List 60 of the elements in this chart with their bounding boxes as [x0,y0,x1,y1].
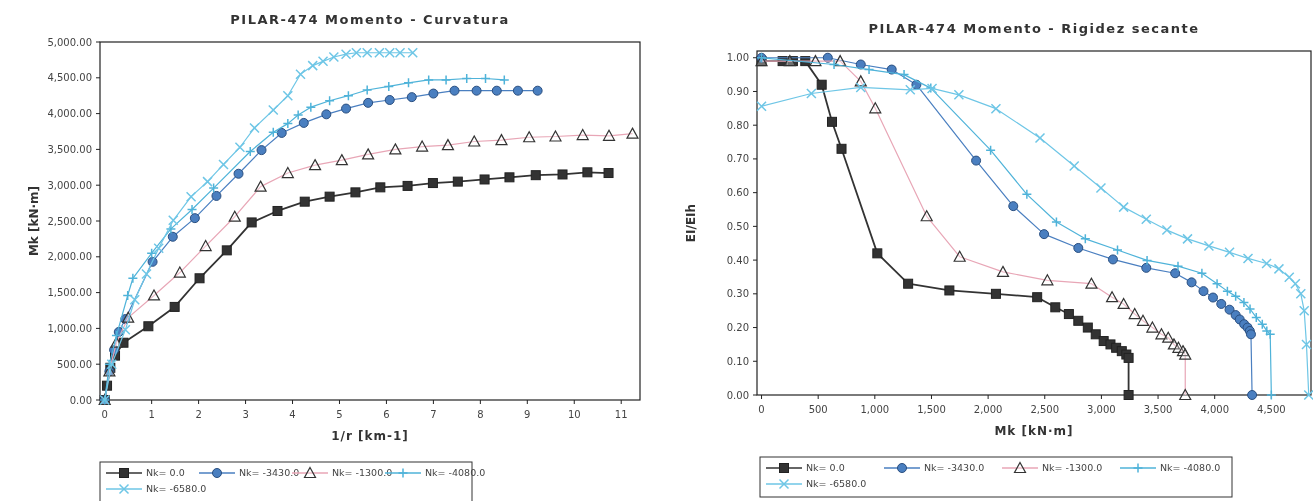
x-tick-label: 7 [430,409,437,420]
legend-label: Nk= -3430.0 [924,462,985,474]
x-tick-label: 2,500 [1030,404,1060,415]
x-tick-label: 1,500 [917,404,946,415]
legend-label: Nk= 0.0 [806,462,845,474]
legend-label: Nk= 0.0 [146,467,185,479]
y-tick-label: 0.00 [69,394,92,406]
x-tick-label: 4,000 [1200,404,1230,415]
x-tick-label: 3,000 [1087,404,1116,415]
x-tick-label: 10 [567,409,581,420]
y-tick-label: 0.10 [726,355,749,367]
y-axis-title: EI/EIh [684,203,698,243]
legend-label: Nk= -1300.0 [1042,462,1103,474]
y-tick-label: 0.30 [726,288,749,300]
y-tick-label: 0.50 [726,220,749,232]
legend-label: Nk= -4080.0 [1160,462,1221,474]
chart-title: PILAR-474 Momento - Curvatura [230,12,510,27]
y-axis-title: Mk [kN·m] [27,185,41,257]
y-tick-label: 500.00 [57,358,92,370]
x-tick-label: 4 [289,409,296,420]
x-tick-label: 2,000 [973,404,1003,415]
y-tick-label: 0.80 [726,119,749,131]
y-tick-label: 0.40 [726,254,749,266]
y-tick-label: 4,000.00 [47,108,92,120]
x-tick-label: 4,500 [1257,404,1286,415]
x-tick-label: 2 [195,409,202,420]
x-tick-label: 1,000 [860,404,890,415]
x-axis-title: 1/r [km-1] [331,429,409,443]
x-tick-label: 6 [383,409,390,420]
y-tick-label: 0.90 [726,85,749,97]
y-tick-label: 3,000.00 [47,179,92,191]
x-axis-title: Mk [kN·m] [994,424,1074,438]
legend-label: Nk= -6580.0 [146,483,207,495]
chart-title: PILAR-474 Momento - Rigidez secante [868,21,1200,36]
y-tick-label: 1,000.00 [47,322,92,334]
x-tick-label: 0 [101,409,108,420]
y-tick-label: 2,000.00 [47,251,92,263]
x-tick-label: 8 [477,409,484,420]
x-tick-label: 500 [808,404,828,415]
legend-label: Nk= -1300.0 [332,467,393,479]
y-tick-label: 0.70 [726,153,749,165]
x-tick-label: 3,500 [1143,404,1173,415]
y-tick-label: 2,500.00 [47,215,92,227]
y-tick-label: 0.60 [726,187,749,199]
y-tick-label: 0.20 [726,322,749,334]
x-tick-label: 9 [524,409,531,420]
y-tick-label: 0.00 [726,389,749,401]
y-tick-label: 1,500.00 [47,287,92,299]
legend-label: Nk= -3430.0 [239,467,300,479]
x-tick-label: 3 [242,409,249,420]
y-tick-label: 4,500.00 [47,72,92,84]
y-tick-label: 1.00 [726,52,749,64]
legend-label: Nk= -4080.0 [425,467,486,479]
x-tick-label: 0 [758,404,765,415]
x-tick-label: 1 [148,409,155,420]
y-tick-label: 3,500.00 [47,143,92,155]
legend-label: Nk= -6580.0 [806,478,867,490]
x-tick-label: 11 [614,409,628,420]
x-tick-label: 5 [336,409,343,420]
y-tick-label: 5,000.00 [47,36,92,48]
